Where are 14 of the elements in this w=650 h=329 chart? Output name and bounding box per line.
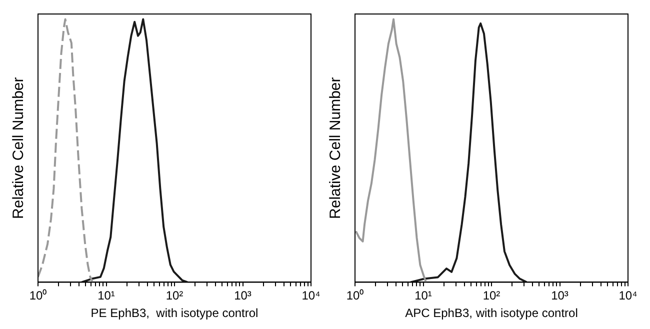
- x-tick-label: 10⁰: [29, 288, 47, 303]
- x-axis-title: PE EphB3, with isotype control: [90, 306, 258, 320]
- x-tick-label: 10²: [482, 288, 500, 303]
- x-axis-title: APC EphB3, with isotype control: [405, 306, 578, 320]
- x-tick-label: 10¹: [414, 288, 432, 303]
- x-tick-label: 10²: [166, 288, 184, 303]
- y-axis-title: Relative Cell Number: [327, 77, 344, 219]
- x-tick-label: 10³: [234, 288, 252, 303]
- x-tick-label: 10³: [551, 288, 568, 303]
- x-tick-label: 10⁴: [302, 288, 320, 303]
- x-tick-label: 10⁰: [346, 288, 364, 303]
- x-tick-label: 10¹: [98, 288, 115, 303]
- y-axis-title: Relative Cell Number: [10, 77, 28, 219]
- x-tick-label: 10⁴: [618, 288, 638, 303]
